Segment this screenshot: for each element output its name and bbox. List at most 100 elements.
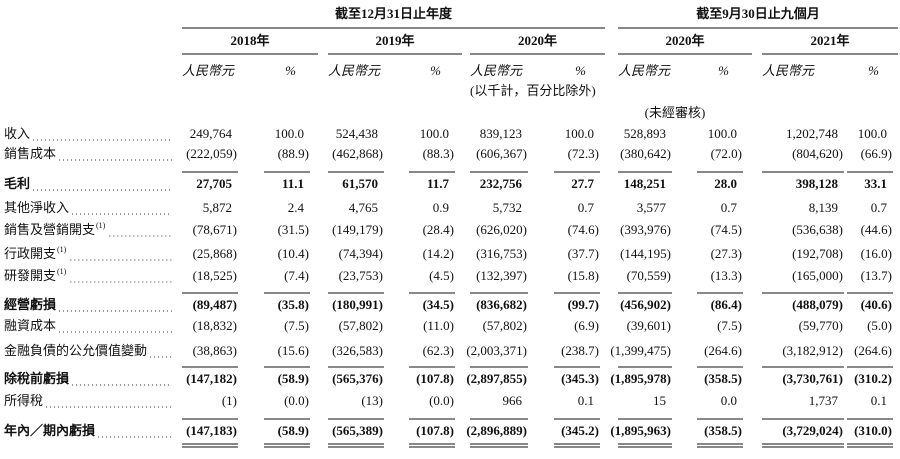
year-header: 2020年 (665, 33, 704, 48)
amount-cell: 61,570 (342, 176, 378, 191)
pct-cell: (358.5) (704, 371, 742, 386)
pct-cell: (40.6) (861, 297, 892, 312)
amount-cell: (147,182) (186, 371, 237, 386)
amount-cell: 232,756 (480, 176, 523, 191)
period-header: 截至9月30日止九個月 (696, 6, 820, 21)
pct-cell: (35.8) (278, 297, 309, 312)
pct-cell: (58.9) (278, 371, 309, 386)
pct-header: % (718, 63, 729, 78)
amount-cell: (3,729,024) (782, 423, 843, 438)
pct-cell: 100.0 (275, 126, 304, 141)
amount-cell: (39,601) (627, 318, 671, 333)
amount-cell: (25,868) (193, 246, 237, 261)
amount-cell: (70,559) (627, 268, 671, 283)
pct-cell: (358.5) (704, 423, 742, 438)
amount-cell: (393,976) (620, 222, 671, 237)
amount-cell: 398,128 (796, 176, 839, 191)
pct-cell: (13.7) (861, 268, 892, 283)
currency-header: 人民幣元 (470, 63, 523, 78)
year-header: 2020年 (518, 33, 557, 48)
amount-cell: (804,620) (792, 146, 843, 161)
row-label: 金融負債的公允價值變動 (4, 343, 147, 358)
pct-cell: 0.7 (721, 200, 738, 215)
amount-cell: 5,732 (493, 200, 522, 215)
amount-cell: (89,487) (193, 297, 237, 312)
row-label: 毛利 (4, 176, 30, 191)
amount-cell: 4,765 (349, 200, 378, 215)
pct-cell: 11.7 (427, 176, 450, 191)
pct-cell: 2.4 (288, 200, 305, 215)
pct-cell: (11.0) (423, 318, 454, 333)
row-label: 銷售成本 (4, 146, 56, 161)
pct-cell: (7.5) (717, 318, 742, 333)
amount-cell: 1,202,748 (786, 126, 838, 141)
amount-cell: 5,872 (203, 200, 232, 215)
pct-cell: (0.0) (284, 393, 309, 408)
pct-cell: (7.5) (284, 318, 309, 333)
pct-header: % (430, 63, 441, 78)
pct-cell: (28.4) (423, 222, 454, 237)
column-note: (以千計，百分比除外) (470, 83, 596, 98)
amount-cell: 8,139 (809, 200, 838, 215)
amount-cell: (23,753) (339, 268, 383, 283)
pct-cell: (15.6) (278, 343, 309, 358)
currency-header: 人民幣元 (328, 63, 381, 78)
amount-cell: (13) (361, 393, 383, 408)
amount-cell: (2,897,855) (466, 371, 527, 386)
amount-cell: 249,764 (190, 126, 233, 141)
amount-cell: (57,802) (339, 318, 383, 333)
row-label: 銷售及營銷開支 (4, 222, 95, 237)
pct-cell: (88.9) (278, 146, 309, 161)
footnote-ref: (1) (96, 221, 106, 230)
amount-cell: (836,682) (476, 297, 527, 312)
pct-cell: (99.7) (568, 297, 599, 312)
pct-cell: (4.5) (429, 268, 454, 283)
amount-cell: 528,893 (624, 126, 666, 141)
amount-cell: (1,399,475) (610, 343, 671, 358)
pct-cell: (58.9) (278, 423, 309, 438)
pct-cell: 0.1 (871, 393, 887, 408)
amount-cell: (149,179) (332, 222, 383, 237)
amount-cell: (1) (222, 393, 237, 408)
pct-cell: 0.7 (871, 200, 888, 215)
period-header: 截至12月31日止年度 (335, 6, 453, 21)
pct-cell: (66.9) (861, 146, 892, 161)
amount-cell: (3,730,761) (782, 371, 843, 386)
amount-cell: (1,895,963) (610, 423, 671, 438)
pct-cell: (74.5) (711, 222, 742, 237)
pct-cell: (0.0) (429, 393, 454, 408)
pct-cell: 0.9 (433, 200, 449, 215)
amount-cell: (192,708) (792, 246, 843, 261)
amount-cell: (180,991) (332, 297, 383, 312)
pct-cell: 0.0 (721, 393, 737, 408)
pct-cell: (16.0) (861, 246, 892, 261)
pct-cell: (107.8) (416, 371, 454, 386)
amount-cell: 3,577 (637, 200, 667, 215)
pct-cell: (13.3) (711, 268, 742, 283)
pct-cell: (15.8) (568, 268, 599, 283)
amount-cell: (380,642) (620, 146, 671, 161)
amount-cell: (606,367) (476, 146, 527, 161)
amount-cell: (565,376) (332, 371, 383, 386)
amount-cell: (488,079) (792, 297, 843, 312)
row-label: 年內／期內虧損 (4, 423, 96, 438)
pct-cell: (6.9) (574, 318, 599, 333)
row-label: 研發開支 (4, 268, 56, 283)
pct-cell: 33.1 (864, 176, 887, 191)
pct-cell: (74.6) (568, 222, 599, 237)
pct-cell: 100.0 (708, 126, 737, 141)
currency-header: 人民幣元 (182, 63, 235, 78)
pct-cell: (264.6) (704, 343, 742, 358)
pct-cell: (238.7) (561, 343, 599, 358)
pct-cell: (72.0) (711, 146, 742, 161)
pct-cell: (264.6) (854, 343, 892, 358)
pct-header: % (285, 63, 296, 78)
pct-cell: (88.3) (423, 146, 454, 161)
column-note: (未經審核) (645, 105, 706, 120)
amount-cell: (38,863) (193, 343, 237, 358)
pct-cell: (107.8) (416, 423, 454, 438)
amount-cell: (18,832) (193, 318, 237, 333)
amount-cell: (57,802) (483, 318, 527, 333)
year-header: 2018年 (230, 33, 269, 48)
pct-cell: 100.0 (565, 126, 594, 141)
